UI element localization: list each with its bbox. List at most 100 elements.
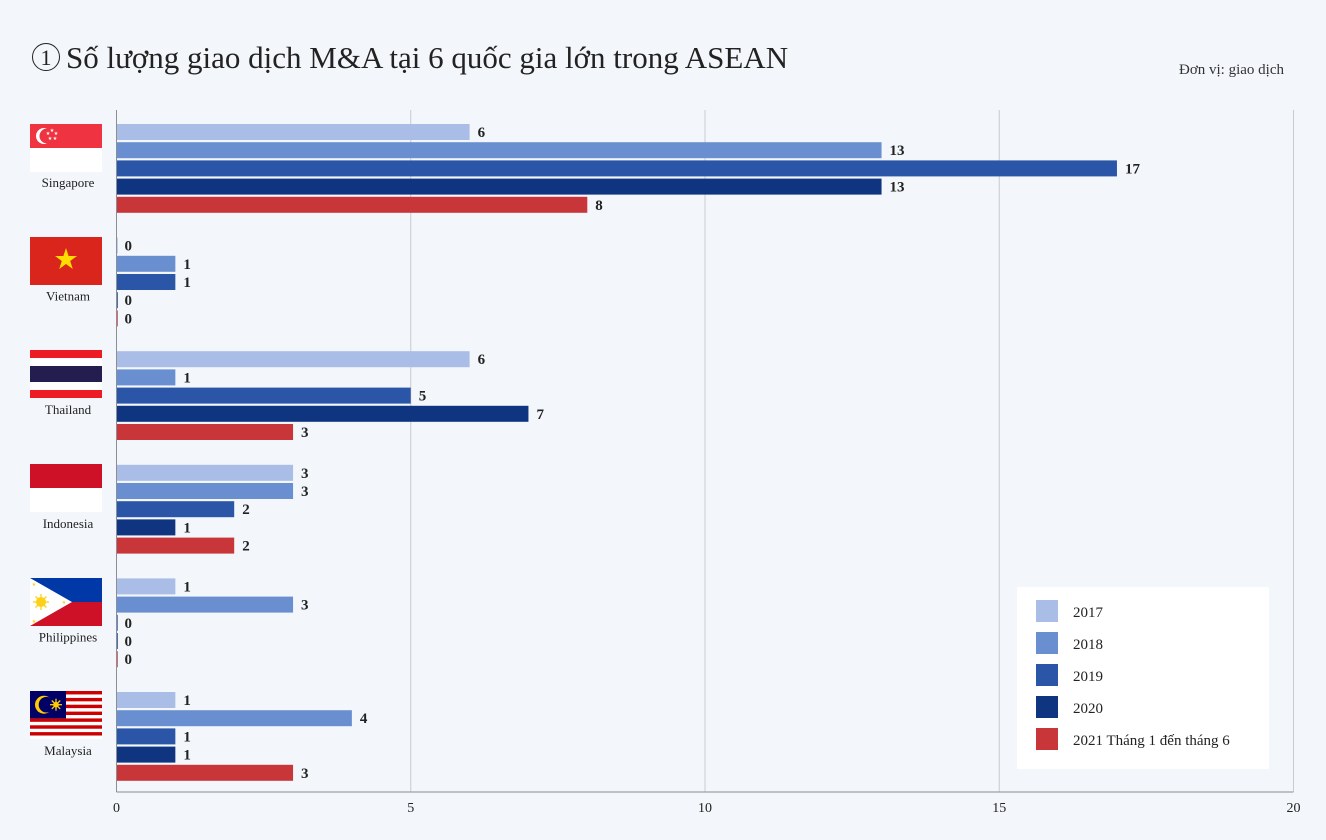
data-label: 2 [242,539,250,555]
vietnam-flag-icon [30,237,102,285]
bar [116,596,294,613]
legend-swatch [1036,600,1058,622]
category-label: Philippines [39,629,98,644]
chart-title: 1 Số lượng giao dịch M&A tại 6 quốc gia l… [32,40,788,76]
legend-label: 2018 [1073,637,1103,653]
data-label: 1 [183,520,191,536]
bar [116,501,235,518]
x-axis: 0 5 10 15 20 [113,110,1301,816]
indonesia-flag-icon [30,464,102,512]
bar [116,764,294,781]
category-label: Thailand [45,402,92,417]
bar [116,578,176,595]
bar [116,633,118,649]
bar [116,255,176,272]
bar [116,728,176,745]
chart-title-text: Số lượng giao dịch M&A tại 6 quốc gia lớ… [66,40,789,75]
svg-text:★: ★ [53,136,58,142]
data-label: 0 [125,239,133,255]
legend-label: 2019 [1073,669,1103,685]
bar [116,692,176,708]
x-tick-label: 20 [1287,801,1301,816]
data-label: 13 [890,180,905,196]
legend-swatch [1036,632,1058,654]
svg-text:★: ★ [32,619,37,625]
bar [116,124,470,140]
x-tick-label: 10 [698,801,712,816]
category-label: Indonesia [43,516,94,531]
data-label: 1 [183,257,191,273]
legend-label: 2020 [1073,701,1103,717]
unit-label: Đơn vị: giao dịch [1179,62,1284,78]
data-label: 5 [419,389,427,405]
bar [116,351,470,368]
legend-box [1017,587,1269,769]
svg-text:★: ★ [46,131,51,137]
data-label: 13 [890,143,905,159]
svg-text:★: ★ [48,136,53,142]
data-label: 1 [183,370,191,386]
bar [116,387,411,404]
bar [116,292,118,309]
bar [116,237,118,254]
bar [116,614,118,631]
legend-swatch [1036,728,1058,750]
bar [116,424,294,440]
data-label: 1 [183,748,191,764]
legend: 2017 2018 2019 2020 2021 Tháng 1 đến tháng 6 [1017,587,1269,769]
svg-text:★: ★ [50,128,55,134]
singapore-flag-icon: ★ ★★ ★ ★ [30,124,102,172]
bar [116,519,176,536]
x-tick-label: 0 [113,801,120,816]
bar [116,178,882,195]
svg-text:★: ★ [62,600,67,606]
flags: ★ ★★ ★ ★ [30,124,102,739]
data-label: 8 [595,198,603,214]
data-label: 3 [301,598,309,614]
category-label: Singapore [42,175,95,190]
thailand-flag-icon [30,350,102,398]
data-label: 7 [536,407,544,423]
data-label: 4 [360,711,368,727]
x-tick-label: 5 [407,801,414,816]
bar [116,483,294,499]
category-label: Malaysia [44,743,92,758]
x-tick-label: 15 [992,801,1006,816]
bar [116,160,1117,177]
data-label: 1 [183,693,191,709]
bar [116,710,352,727]
data-label: 3 [301,484,309,500]
bar [116,196,588,213]
bar [116,464,294,481]
legend-label: 2021 Tháng 1 đến tháng 6 [1073,733,1230,749]
bar [116,537,235,554]
gridlines [410,110,1294,792]
legend-swatch [1036,664,1058,686]
data-label: 17 [1125,161,1141,177]
data-label: 1 [183,579,191,595]
bar [116,142,882,159]
data-label: 3 [301,766,309,782]
philippines-flag-icon: ★ ★ ★ [30,578,102,626]
data-label: 6 [478,352,486,368]
data-label: 0 [125,311,133,327]
bar [116,746,176,763]
bar [116,651,118,668]
data-label: 1 [183,729,191,745]
data-label: 0 [125,634,133,650]
title-number: 1 [32,43,60,71]
svg-text:★: ★ [32,582,37,588]
bar [116,405,529,422]
bars: 61317138Singapore01100Vietnam61573Thaila… [39,124,1141,782]
data-label: 1 [183,275,191,291]
svg-text:★: ★ [54,131,59,137]
bar [116,369,176,386]
data-label: 6 [478,125,486,141]
category-label: Vietnam [46,289,90,304]
data-label: 0 [125,652,133,668]
data-label: 3 [301,466,309,482]
data-label: 0 [125,293,133,309]
bar [116,274,176,290]
bar [116,310,118,327]
